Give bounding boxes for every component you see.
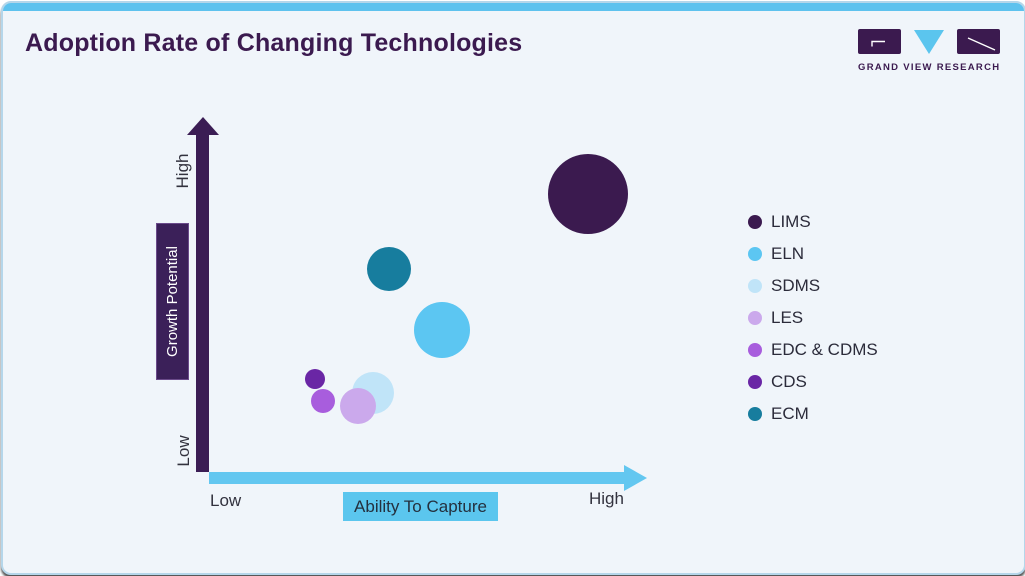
legend-dot-edc-cdms (748, 343, 762, 357)
legend-dot-sdms (748, 279, 762, 293)
bubble-edc-cdms (311, 389, 335, 413)
legend-dot-ecm (748, 407, 762, 421)
bubble-eln (414, 302, 470, 358)
x-axis-title-box: Ability To Capture (343, 492, 498, 521)
chart-legend: LIMS ELN SDMS LES EDC & CDMS CDS ECM (748, 206, 878, 430)
legend-item-eln: ELN (748, 238, 878, 270)
y-axis-arrowhead (187, 117, 219, 135)
card-top-accent-bar (3, 3, 1024, 11)
logo-r-icon (957, 29, 1000, 54)
chart-title: Adoption Rate of Changing Technologies (25, 29, 523, 57)
logo-gvr-monogram (858, 29, 1000, 55)
legend-item-edc-cdms: EDC & CDMS (748, 334, 878, 366)
y-axis-title: Growth Potential (164, 246, 182, 357)
legend-dot-cds (748, 375, 762, 389)
legend-label: LIMS (771, 212, 811, 231)
bubble-les (340, 388, 376, 424)
legend-label: EDC & CDMS (771, 340, 878, 359)
x-axis-title: Ability To Capture (354, 496, 487, 516)
legend-item-cds: CDS (748, 366, 878, 398)
x-axis-arrowhead (624, 465, 647, 491)
legend-label: ECM (771, 404, 809, 423)
x-axis-line (209, 472, 624, 484)
logo-g-icon (858, 29, 901, 54)
legend-label: ELN (771, 244, 805, 263)
legend-dot-eln (748, 247, 762, 261)
bubble-cds (305, 369, 325, 389)
y-axis-tick-high: High (173, 153, 192, 189)
y-axis-line (196, 134, 209, 472)
grand-view-research-logo: GRAND VIEW RESEARCH (858, 29, 1000, 73)
legend-dot-lims (748, 215, 762, 229)
legend-item-ecm: ECM (748, 398, 878, 430)
legend-item-sdms: SDMS (748, 270, 878, 302)
bubble-lims (548, 154, 628, 234)
y-axis-title-box: Growth Potential (156, 223, 189, 380)
x-axis-tick-low: Low (210, 491, 242, 510)
legend-label: CDS (771, 372, 807, 391)
bubble-ecm (367, 247, 411, 291)
x-axis-tick-high: High (589, 489, 624, 508)
legend-item-les: LES (748, 302, 878, 334)
y-axis-tick-low: Low (174, 435, 193, 467)
legend-label: SDMS (771, 276, 821, 295)
legend-label: LES (771, 308, 804, 327)
logo-v-icon (914, 30, 944, 54)
logo-brand-text: GRAND VIEW RESEARCH (858, 62, 1001, 73)
legend-dot-les (748, 311, 762, 325)
legend-item-lims: LIMS (748, 206, 878, 238)
